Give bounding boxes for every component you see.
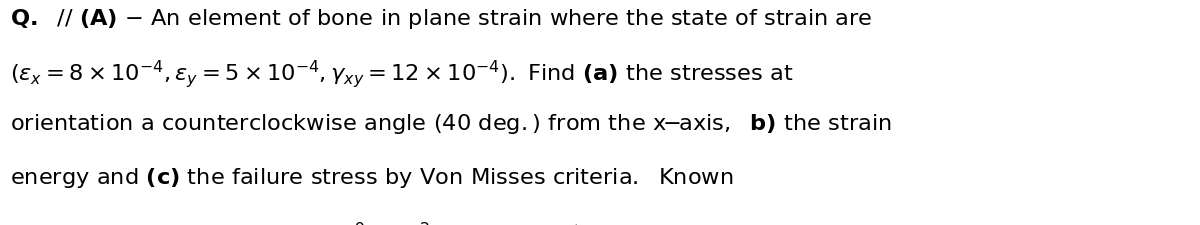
Text: $\mathrm{orientation\ a\ counterclockwise\ angle\ (40\ deg.)\ from\ the\ x\!\!-\: $\mathrm{orientation\ a\ counterclockwis…	[10, 112, 892, 137]
Text: $\mathrm{Modulus\ of\ elasticity\ }=\ 2\times10^{9}\ N/m^{2}\ \mathit{and}\ \mat: $\mathrm{Modulus\ of\ elasticity\ }=\ 2\…	[10, 220, 726, 225]
Text: $\mathbf{Q.}\ \ //\ \mathbf{(A)}\ \mathrm{-\ An\ element\ of\ bone\ in\ plane\ s: $\mathbf{Q.}\ \ //\ \mathbf{(A)}\ \mathr…	[10, 7, 872, 31]
Text: $(\epsilon_x = 8\times10^{-4},\epsilon_y = 5\times10^{-4},\gamma_{xy} = 12\times: $(\epsilon_x = 8\times10^{-4},\epsilon_y…	[10, 58, 793, 90]
Text: $\mathrm{energy\ and\ }\mathbf{(c)}\mathrm{\ the\ failure\ stress\ by\ Von\ Miss: $\mathrm{energy\ and\ }\mathbf{(c)}\math…	[10, 166, 733, 191]
